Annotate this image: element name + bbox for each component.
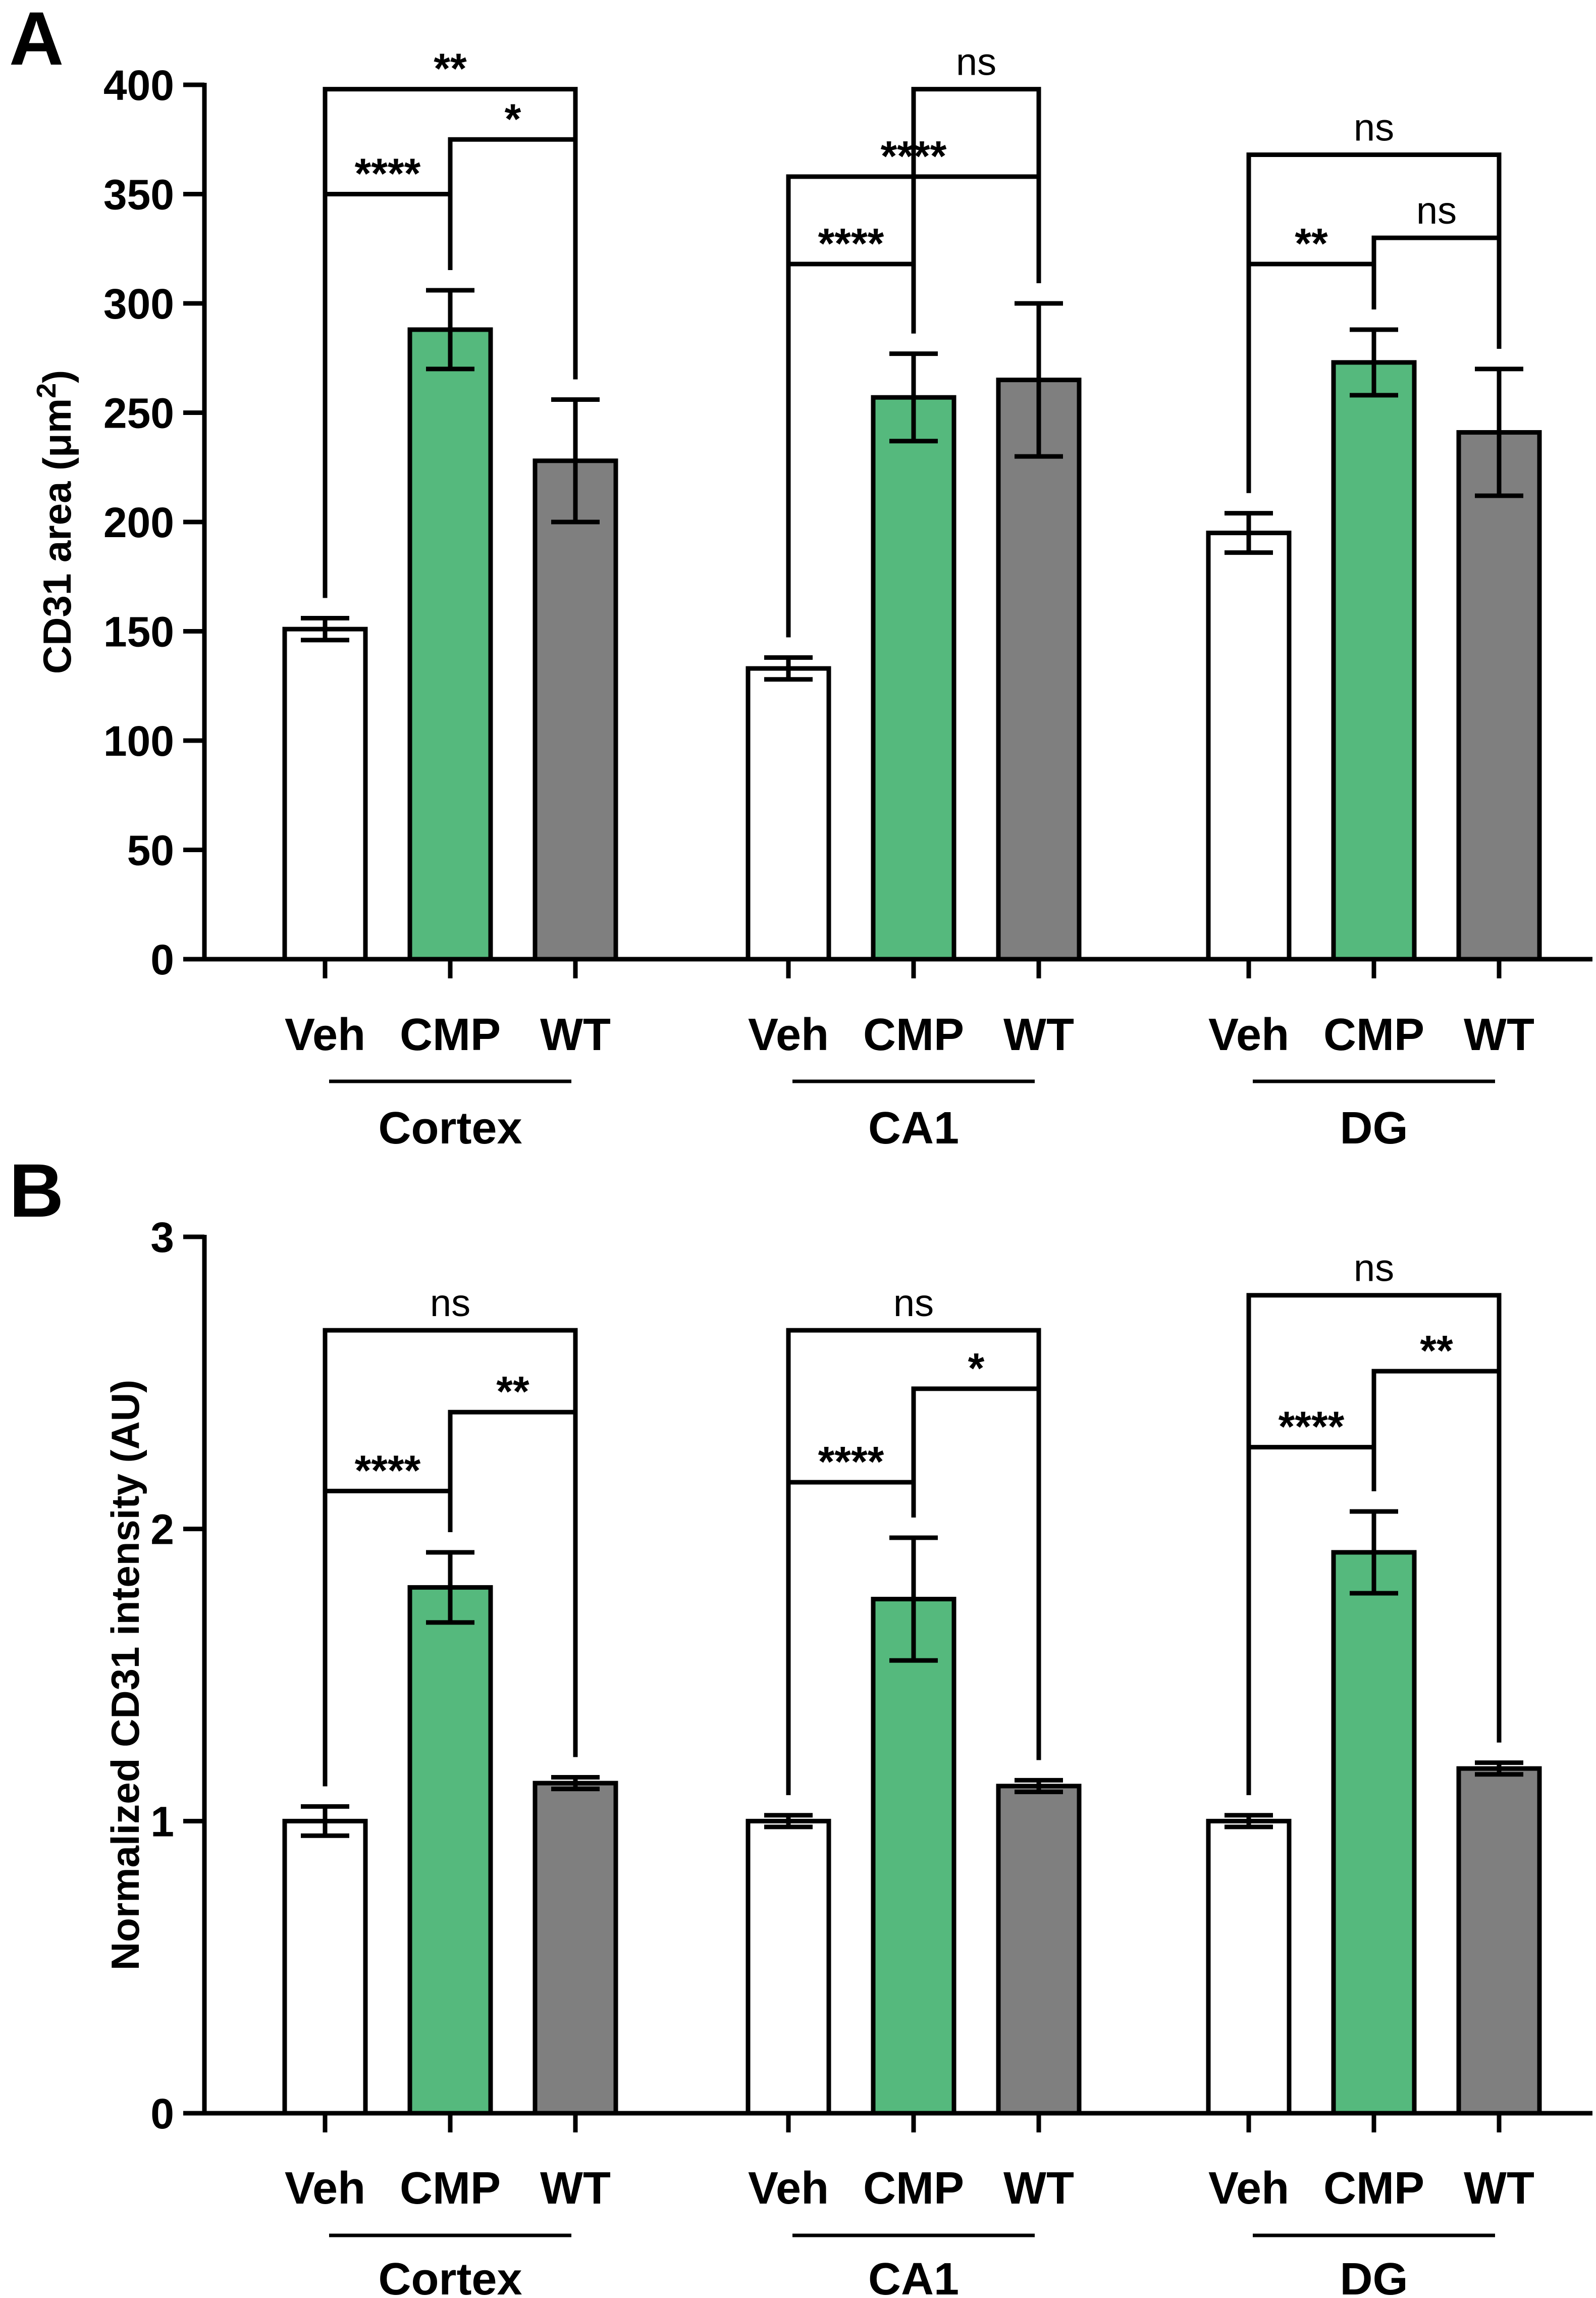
x-tick-label: CMP <box>863 1010 964 1060</box>
x-tick-label: WT <box>1003 1010 1074 1060</box>
bar-dg-veh <box>1206 1818 1292 2116</box>
y-tick-label: 0 <box>150 936 174 983</box>
y-axis-label: CD31 area (μm2) <box>31 370 79 674</box>
group-label-ca1: CA1 <box>868 2254 959 2298</box>
bar-ca1-wt <box>996 378 1082 962</box>
significance-label: **** <box>818 1438 884 1485</box>
y-tick-label: 250 <box>103 390 174 437</box>
panel-B: B 0 1 2 3 Normalized CD31 intensity (AU) Veh CM… <box>9 1148 1592 2298</box>
y-axis-label-close: ) <box>35 370 79 383</box>
significance-label: **** <box>818 220 884 267</box>
y-tick-label: 400 <box>103 62 174 109</box>
x-tick-label: Veh <box>285 2163 365 2214</box>
bar-cortex-wt <box>533 1781 618 2116</box>
panel-letter: A <box>9 0 64 81</box>
bar-dg-cmp <box>1331 1550 1417 2116</box>
x-tick-label: Veh <box>1208 2163 1289 2214</box>
x-tick-label: CMP <box>400 1010 501 1060</box>
bar-ca1-veh <box>746 1818 831 2116</box>
bar-cortex-veh <box>282 626 368 962</box>
significance-label: **** <box>1279 1403 1345 1450</box>
group-label-dg: DG <box>1340 2254 1408 2298</box>
bar-dg-wt <box>1456 430 1542 962</box>
y-tick-label: 150 <box>103 608 174 656</box>
x-tick-label: WT <box>540 1010 611 1060</box>
significance-bracket <box>1246 152 1502 493</box>
panel-letter: B <box>9 1148 64 1233</box>
y-tick-label: 2 <box>150 1506 174 1553</box>
group-label-ca1: CA1 <box>868 1103 959 1154</box>
significance-label: **** <box>355 1446 421 1494</box>
bar-dg-cmp <box>1331 360 1417 962</box>
significance-label: * <box>505 95 521 142</box>
y-tick-label: 300 <box>103 280 174 328</box>
y-tick-label: 0 <box>150 2090 174 2137</box>
bar-dg-wt <box>1456 1766 1542 2116</box>
x-tick-label: CMP <box>400 2163 501 2214</box>
y-tick-label: 50 <box>127 827 174 874</box>
bar-ca1-cmp <box>871 395 956 962</box>
significance-label: ** <box>1295 220 1328 267</box>
bar-dg-veh <box>1206 531 1292 962</box>
group-label-dg: DG <box>1340 1103 1408 1154</box>
bar-cortex-cmp <box>407 327 493 962</box>
bar-ca1-cmp <box>871 1597 956 2116</box>
significance-bracket <box>786 1328 1041 1795</box>
y-tick-label: 350 <box>103 171 174 219</box>
x-tick-label: CMP <box>1323 2163 1424 2214</box>
y-tick-label: 3 <box>150 1214 174 1261</box>
panel-A: A 0 50 100 150 200 250 300 350 400 CD31 area (μm2)… <box>9 0 1592 1154</box>
x-tick-label: Veh <box>285 1010 365 1060</box>
y-axis-label-text: CD31 area (μm <box>35 398 79 674</box>
bar-cortex-veh <box>282 1818 368 2116</box>
significance-label: ns <box>1416 189 1457 232</box>
significance-bracket <box>323 1328 578 1787</box>
bar-ca1-veh <box>746 666 831 962</box>
x-tick-label: WT <box>1464 2163 1534 2214</box>
bar-ca1-wt <box>996 1784 1082 2116</box>
y-tick-label: 1 <box>150 1798 174 1845</box>
significance-label: ns <box>1354 107 1394 149</box>
x-tick-label: CMP <box>863 2163 964 2214</box>
significance-label: ** <box>1420 1327 1453 1374</box>
significance-label: ns <box>430 1282 470 1325</box>
bar-cortex-cmp <box>407 1585 493 2116</box>
significance-label: ns <box>956 41 996 84</box>
significance-bracket <box>911 87 1041 334</box>
significance-label: ** <box>434 45 467 92</box>
x-tick-label: WT <box>540 2163 611 2214</box>
significance-bracket <box>1246 1293 1502 1795</box>
y-axis-label: Normalized CD31 intensity (AU) <box>103 1380 147 1970</box>
significance-label: ns <box>893 1282 934 1325</box>
significance-label: ns <box>1354 1247 1394 1290</box>
bar-cortex-wt <box>533 458 618 962</box>
significance-bracket <box>1371 235 1502 349</box>
significance-bracket <box>323 87 578 598</box>
group-label-cortex: Cortex <box>378 2254 522 2298</box>
x-tick-label: Veh <box>1208 1010 1289 1060</box>
significance-label: **** <box>355 150 421 197</box>
x-tick-label: Veh <box>748 1010 829 1060</box>
x-tick-label: CMP <box>1323 1010 1424 1060</box>
significance-label: * <box>968 1344 985 1392</box>
group-label-cortex: Cortex <box>378 1103 522 1154</box>
x-tick-label: WT <box>1003 2163 1074 2214</box>
y-axis-label-superscript: 2 <box>31 383 62 398</box>
significance-label: ** <box>496 1368 529 1415</box>
x-tick-label: Veh <box>748 2163 829 2214</box>
y-tick-label: 200 <box>103 499 174 546</box>
y-tick-label: 100 <box>103 717 174 765</box>
x-tick-label: WT <box>1464 1010 1534 1060</box>
